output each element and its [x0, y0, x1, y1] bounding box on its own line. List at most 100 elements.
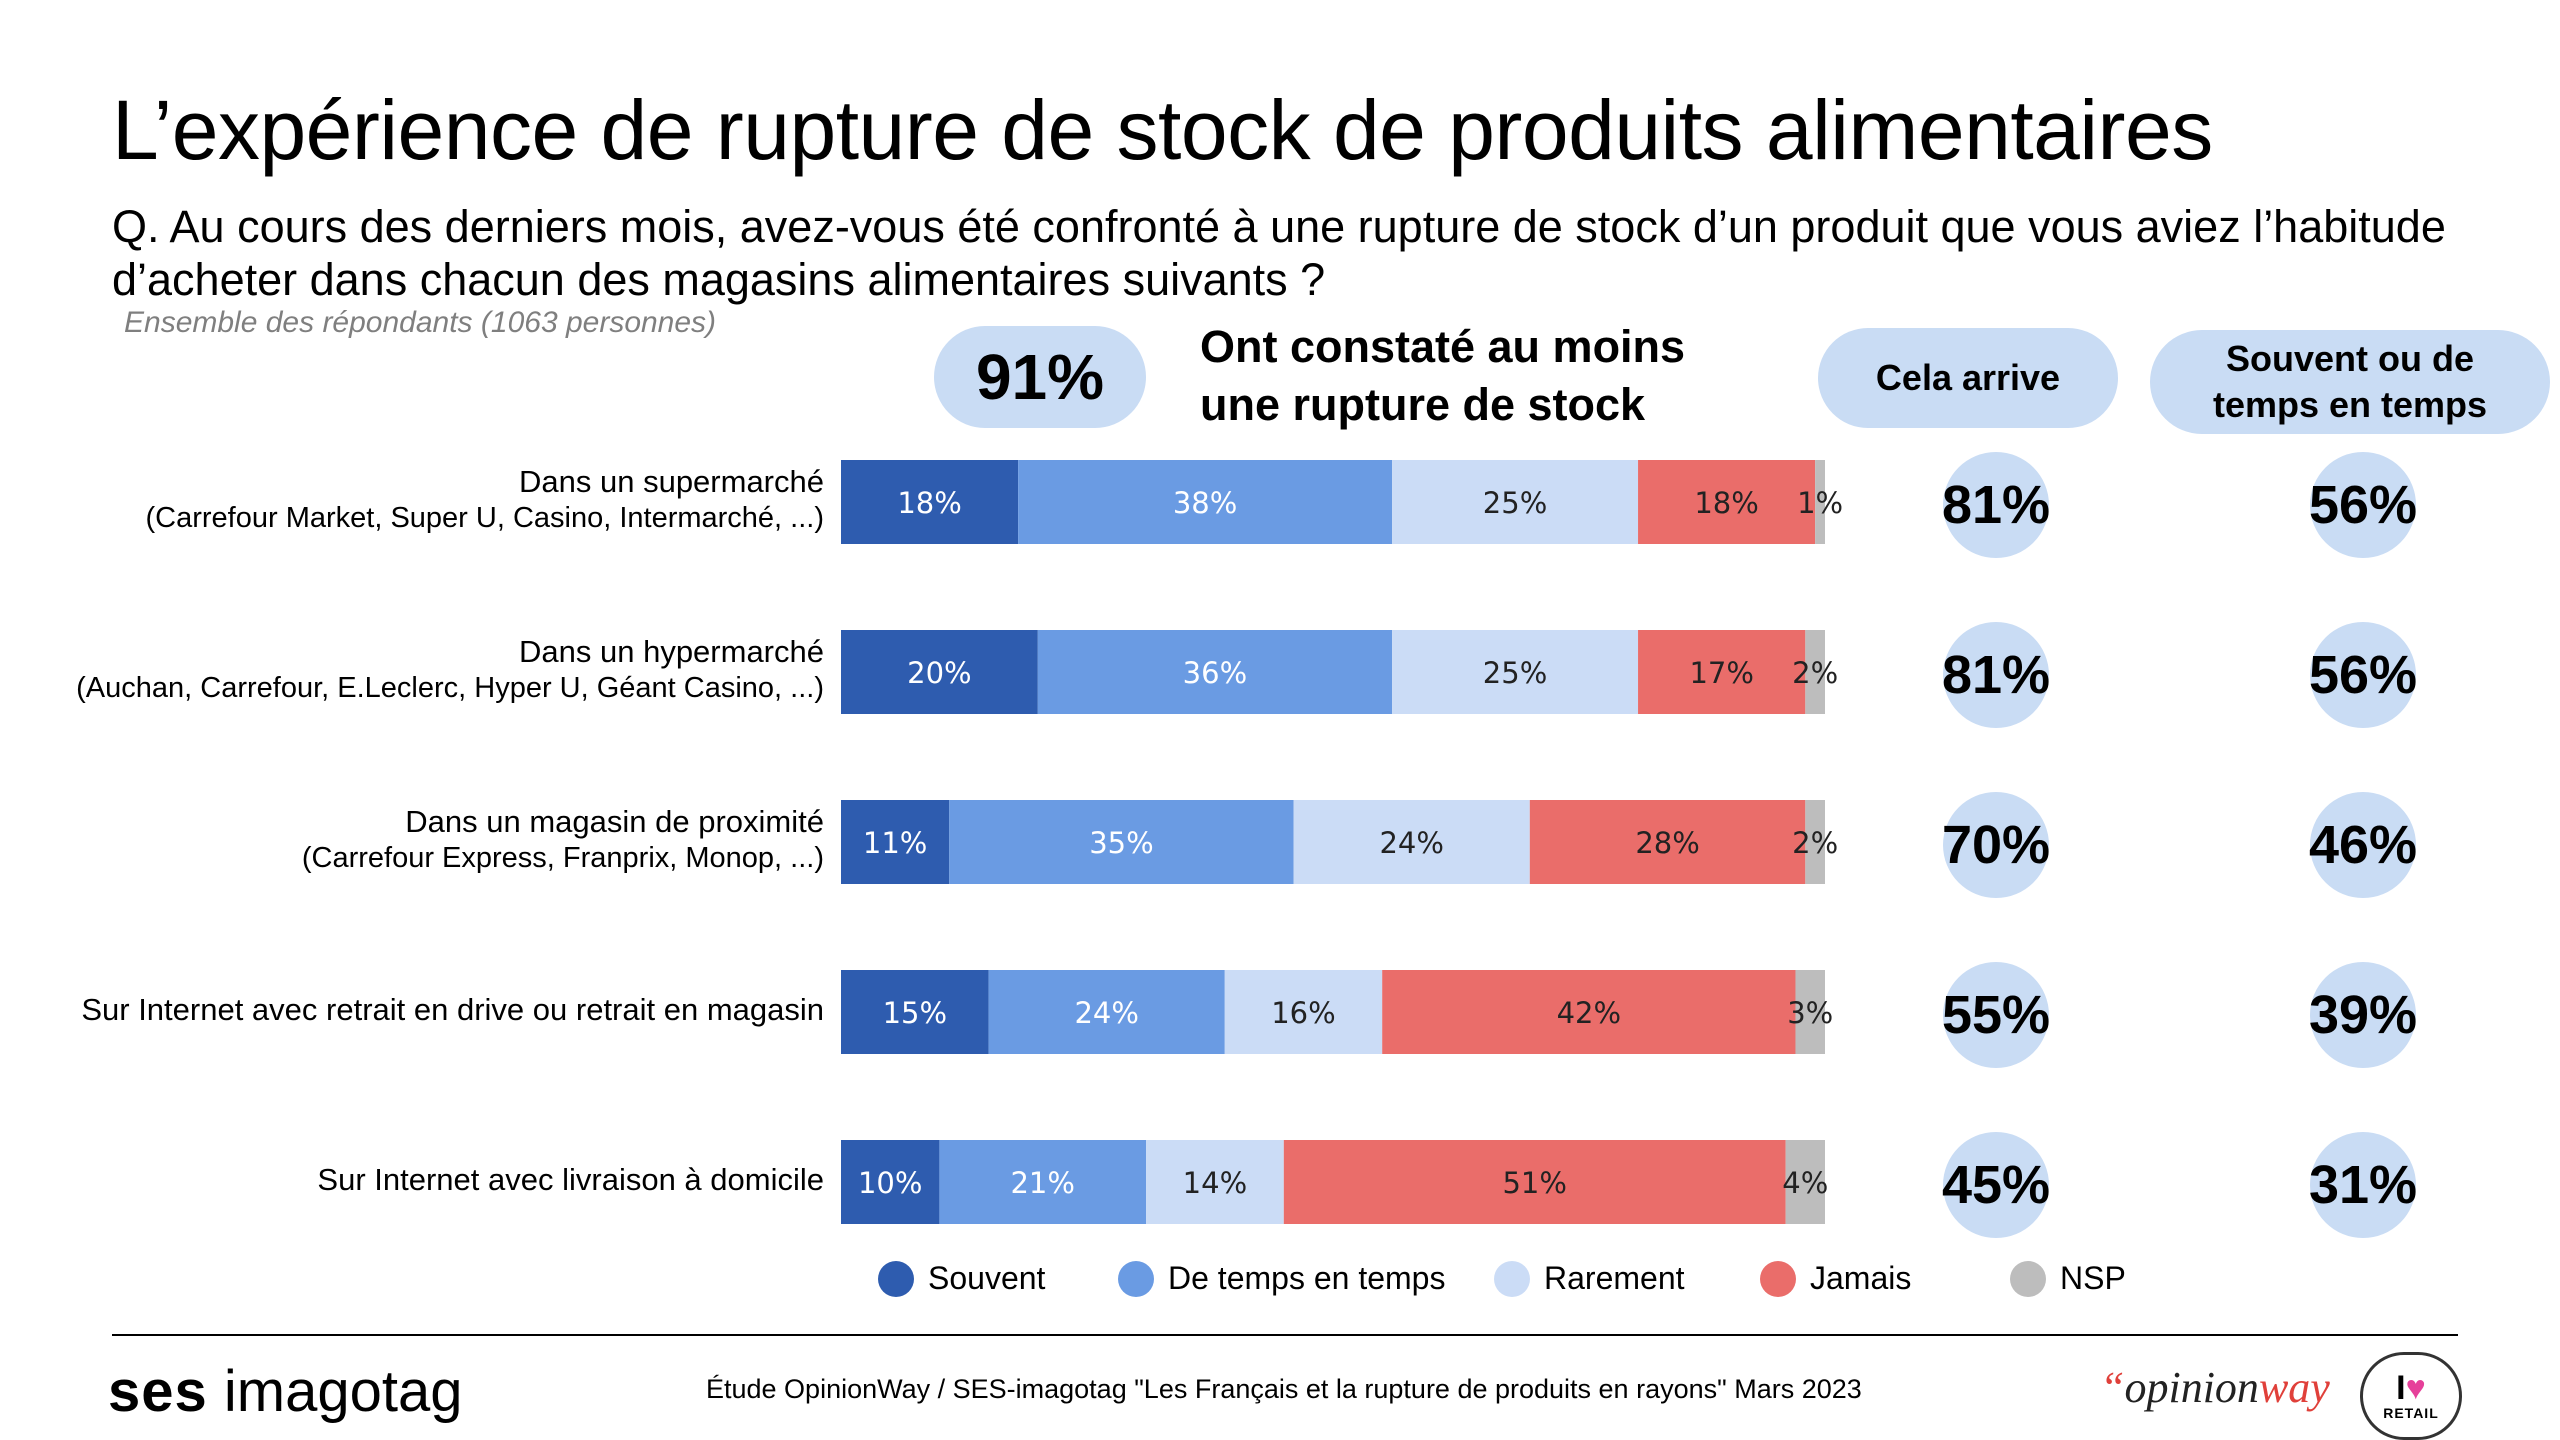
header-col2-line2: temps en temps [2212, 384, 2488, 425]
ses-imagotag-logo: ses imagotag [108, 1358, 463, 1425]
cela-arrive-internet-drive: 55% [1942, 962, 2050, 1068]
bar-segment-souvent [841, 800, 950, 884]
data-label-de-temps-en-temps: 24% [1074, 996, 1138, 1030]
footer-divider [112, 1334, 2458, 1336]
bar-segment-jamais [1638, 460, 1816, 544]
bar-segment-nsp [1795, 970, 1825, 1054]
logo-ow-way: way [2258, 1363, 2330, 1412]
data-label-rarement: 25% [1483, 486, 1547, 520]
bar-segment-souvent [841, 970, 989, 1054]
opinionway-logo: “opinionway [2100, 1362, 2330, 1413]
data-label-de-temps-en-temps: 35% [1089, 826, 1153, 860]
row-label-main: Dans un supermarché [519, 464, 824, 499]
data-label-nsp: 2% [1792, 826, 1838, 860]
i-love-retail-badge: I♥ RETAIL [2360, 1352, 2462, 1440]
legend-swatch [878, 1260, 914, 1297]
souvent-internet-livraison: 31% [2309, 1132, 2417, 1238]
data-label-rarement: 24% [1379, 826, 1443, 860]
data-label-souvent: 15% [883, 996, 947, 1030]
cela-arrive-hypermarche: 81% [1942, 622, 2050, 728]
total-label-line1: Ont constaté au moins [1200, 321, 1686, 372]
header-cela-arrive: Cela arrive [1818, 328, 2118, 428]
legend-label: Rarement [1544, 1260, 1685, 1296]
bar-segment-jamais [1382, 970, 1796, 1054]
bar-segment-jamais [1529, 800, 1806, 884]
souvent-proximite: 46% [2309, 792, 2417, 898]
row-label-internet-livraison: Sur Internet avec livraison à domicile [317, 1162, 824, 1198]
logo-ses-rest: imagotag [223, 1359, 463, 1424]
legend-swatch [1118, 1260, 1154, 1297]
bar-segment-souvent [841, 460, 1019, 544]
bar-segment-de-temps-en-temps [1018, 460, 1393, 544]
legend-item-nsp: NSP [2010, 1260, 2126, 1297]
bar-segment-rarement [1224, 970, 1383, 1054]
page-title: L’expérience de rupture de stock de prod… [112, 83, 2213, 177]
total-label-line2: une rupture de stock [1200, 379, 1646, 430]
souvent-supermarche: 56% [2309, 452, 2417, 558]
data-label-souvent: 18% [897, 486, 961, 520]
survey-question: Q. Au cours des derniers mois, avez-vous… [112, 201, 2446, 305]
bar-segment-de-temps-en-temps [1037, 630, 1393, 714]
data-label-de-temps-en-temps: 36% [1183, 656, 1247, 690]
legend-label: De temps en temps [1168, 1260, 1446, 1296]
bar-segment-jamais [1283, 1140, 1786, 1224]
badge-i: I [2396, 1369, 2406, 1407]
bar-segment-nsp [1805, 800, 1825, 884]
legend-label: Souvent [928, 1260, 1046, 1296]
bar-segment-nsp [1805, 630, 1825, 714]
bar-segment-rarement [1146, 1140, 1284, 1224]
bar-segment-de-temps-en-temps [949, 800, 1294, 884]
legend-swatch [1760, 1260, 1796, 1297]
data-label-de-temps-en-temps: 21% [1010, 1166, 1074, 1200]
legend-item-de-temps-en-temps: De temps en temps [1118, 1260, 1445, 1297]
bar-segment-souvent [841, 1140, 940, 1224]
bar-segment-de-temps-en-temps [988, 970, 1225, 1054]
row-label-internet-drive: Sur Internet avec retrait en drive ou re… [81, 992, 824, 1028]
data-label-souvent: 20% [907, 656, 971, 690]
bar-segment-rarement [1392, 630, 1639, 714]
respondent-base: Ensemble des répondants (1063 personnes) [124, 306, 717, 339]
data-label-de-temps-en-temps: 38% [1173, 486, 1237, 520]
row-label-sub: (Auchan, Carrefour, E.Leclerc, Hyper U, … [76, 672, 824, 704]
bar-segment-rarement [1392, 460, 1639, 544]
data-label-rarement: 25% [1483, 656, 1547, 690]
heart-icon: ♥ [2405, 1369, 2426, 1407]
total-percentage-pill: 91% [934, 326, 1146, 428]
row-label-sub: (Carrefour Express, Franprix, Monop, ...… [301, 842, 824, 874]
header-souvent-ou-tet: Souvent ou de temps en temps [2150, 330, 2550, 434]
row-label-proximite: Dans un magasin de proximité (Carrefour … [302, 804, 824, 876]
data-label-jamais: 28% [1635, 826, 1699, 860]
logo-ses-bold: ses [108, 1359, 208, 1424]
data-label-rarement: 16% [1271, 996, 1335, 1030]
data-label-nsp: 2% [1792, 656, 1838, 690]
cela-arrive-proximite: 70% [1942, 792, 2050, 898]
logo-ow-quote: “ [2100, 1363, 2125, 1412]
data-label-nsp: 4% [1782, 1166, 1828, 1200]
row-label-hypermarche: Dans un hypermarché (Auchan, Carrefour, … [76, 634, 824, 706]
data-label-souvent: 11% [863, 826, 927, 860]
cela-arrive-internet-livraison: 45% [1942, 1132, 2050, 1238]
row-label-main: Dans un magasin de proximité [405, 804, 824, 839]
legend-label: NSP [2060, 1260, 2126, 1296]
bar-segment-souvent [841, 630, 1038, 714]
data-label-nsp: 1% [1797, 486, 1843, 520]
data-label-jamais: 18% [1694, 486, 1758, 520]
legend-item-jamais: Jamais [1760, 1260, 1911, 1297]
data-label-souvent: 10% [858, 1166, 922, 1200]
legend-item-rarement: Rarement [1494, 1260, 1685, 1297]
cela-arrive-supermarche: 81% [1942, 452, 2050, 558]
data-label-jamais: 51% [1502, 1166, 1566, 1200]
data-label-nsp: 3% [1787, 996, 1833, 1030]
row-label-supermarche: Dans un supermarché (Carrefour Market, S… [146, 464, 825, 536]
legend-label: Jamais [1810, 1260, 1912, 1296]
legend-swatch [2010, 1260, 2046, 1297]
row-label-sub: (Carrefour Market, Super U, Casino, Inte… [145, 502, 825, 534]
legend-swatch [1494, 1260, 1530, 1297]
row-label-main: Dans un hypermarché [519, 634, 824, 669]
row-label-main: Sur Internet avec livraison à domicile [317, 1162, 824, 1197]
souvent-hypermarche: 56% [2309, 622, 2417, 728]
header-col2-line1: Souvent ou de [2225, 338, 2474, 379]
row-label-main: Sur Internet avec retrait en drive ou re… [81, 992, 824, 1027]
data-label-jamais: 17% [1689, 656, 1753, 690]
